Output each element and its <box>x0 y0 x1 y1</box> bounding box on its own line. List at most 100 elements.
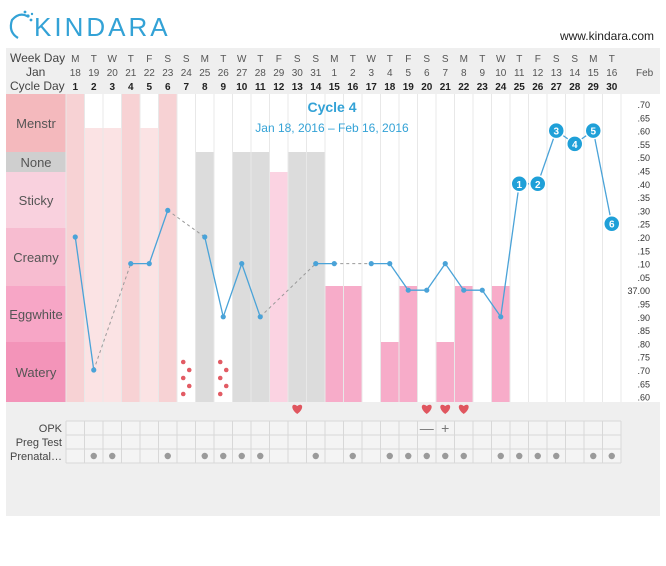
prenatal-dot[interactable] <box>386 452 393 460</box>
weekday-label: M <box>201 54 209 65</box>
temp-point[interactable] <box>146 261 152 267</box>
weekday-label: M <box>589 54 597 65</box>
temp-point[interactable] <box>424 287 430 293</box>
temp-point[interactable] <box>442 261 448 267</box>
prenatal-dot[interactable] <box>238 452 245 460</box>
weekday-label: T <box>220 54 226 65</box>
prenatal-dot[interactable] <box>109 452 116 460</box>
prenatal-dot[interactable] <box>442 452 449 460</box>
prenatal-dot[interactable] <box>516 452 523 460</box>
brand-url[interactable]: www.kindara.com <box>559 29 654 43</box>
fluid-bar[interactable] <box>84 128 104 402</box>
temp-point[interactable] <box>72 234 78 240</box>
fluid-bar[interactable] <box>325 286 344 402</box>
post-ovulation-point[interactable] <box>603 214 621 233</box>
cycle-day-label: 8 <box>202 82 208 93</box>
weekday-label: W <box>496 54 506 65</box>
temp-point[interactable] <box>165 207 171 213</box>
fluid-bar[interactable] <box>103 128 122 402</box>
fluid-band <box>6 94 66 152</box>
weekday-label: W <box>237 54 247 65</box>
kindara-logo[interactable]: KINDARA <box>9 10 171 42</box>
temp-line-segment <box>389 263 409 291</box>
prenatal-dot[interactable] <box>590 452 597 460</box>
temp-point[interactable] <box>498 314 504 320</box>
temp-line-segment <box>222 263 243 318</box>
temp-tick-label: .15 <box>637 246 650 256</box>
temp-point[interactable] <box>257 314 263 320</box>
prenatal-dot[interactable] <box>257 452 264 460</box>
fluid-bar[interactable] <box>269 172 289 402</box>
prenatal-dot[interactable] <box>497 452 504 460</box>
fluid-bar[interactable] <box>306 152 326 402</box>
prenatal-dot[interactable] <box>608 452 615 460</box>
fluid-bar[interactable] <box>66 94 85 402</box>
prenatal-dot[interactable] <box>164 452 171 460</box>
temp-line-segment <box>537 130 557 185</box>
fluid-bar[interactable] <box>380 342 400 402</box>
fluid-bar[interactable] <box>195 152 215 402</box>
prenatal-dot[interactable] <box>349 452 356 460</box>
prenatal-dot[interactable] <box>534 452 541 460</box>
fluid-bar[interactable] <box>251 152 270 402</box>
fluid-label: Sticky <box>19 193 54 208</box>
date-label: 22 <box>144 68 156 79</box>
prenatal-dot[interactable] <box>405 452 412 460</box>
temp-point[interactable] <box>387 261 393 267</box>
opk-mark[interactable]: — <box>420 420 434 436</box>
temp-point[interactable] <box>91 367 97 373</box>
fluid-bar[interactable] <box>343 286 363 402</box>
temp-point[interactable] <box>461 287 467 293</box>
fluid-bar[interactable] <box>399 286 418 402</box>
prenatal-dot[interactable] <box>312 452 319 460</box>
temp-tick-label: .70 <box>637 366 650 376</box>
temp-point[interactable] <box>202 234 208 240</box>
fluid-bar[interactable] <box>121 94 141 402</box>
fluid-bar[interactable] <box>454 286 474 402</box>
post-ovulation-label: 5 <box>590 127 596 138</box>
temp-point[interactable] <box>239 261 245 267</box>
fluid-bar[interactable] <box>436 342 455 402</box>
temp-point[interactable] <box>128 261 134 267</box>
weekday-label: W <box>367 54 377 65</box>
spotting-dot <box>223 367 229 373</box>
cycle-day-label: 2 <box>91 82 97 93</box>
date-label: 27 <box>236 68 248 79</box>
prenatal-dot[interactable] <box>220 452 227 460</box>
date-label: 31 <box>310 68 322 79</box>
cycle-day-label: 11 <box>255 82 266 93</box>
fluid-band <box>6 152 66 172</box>
post-ovulation-point[interactable] <box>584 121 602 140</box>
prenatal-dot[interactable] <box>90 452 97 460</box>
date-label: 26 <box>218 68 230 79</box>
fluid-bar[interactable] <box>232 152 252 402</box>
weekday-label: M <box>71 54 79 65</box>
temp-point[interactable] <box>220 314 226 320</box>
fluid-bar[interactable] <box>288 152 307 402</box>
fluid-label: Menstr <box>16 116 56 131</box>
post-ovulation-point[interactable] <box>510 175 528 193</box>
temp-point[interactable] <box>479 287 485 293</box>
post-ovulation-point[interactable] <box>529 175 547 193</box>
cycle-day-label: 10 <box>236 82 248 93</box>
post-ovulation-point[interactable] <box>566 135 584 153</box>
temp-point[interactable] <box>331 261 337 267</box>
date-label: 2 <box>350 68 356 79</box>
spotting-dot <box>180 391 186 397</box>
temp-point[interactable] <box>313 261 319 267</box>
prenatal-dot[interactable] <box>201 452 208 460</box>
prenatal-dot[interactable] <box>423 452 430 460</box>
post-ovulation-label: 6 <box>609 220 615 231</box>
opk-mark[interactable]: + <box>441 420 449 436</box>
weekday-label: S <box>164 54 171 65</box>
prenatal-dot[interactable] <box>553 452 560 460</box>
temp-point[interactable] <box>368 261 374 267</box>
cycle-day-label: 28 <box>569 82 581 93</box>
fluid-label: Watery <box>16 365 57 380</box>
prenatal-dot[interactable] <box>460 452 467 460</box>
fluid-bar[interactable] <box>491 286 511 402</box>
post-ovulation-point[interactable] <box>547 121 565 140</box>
fluid-bar[interactable] <box>158 94 178 402</box>
temp-point[interactable] <box>405 287 411 293</box>
